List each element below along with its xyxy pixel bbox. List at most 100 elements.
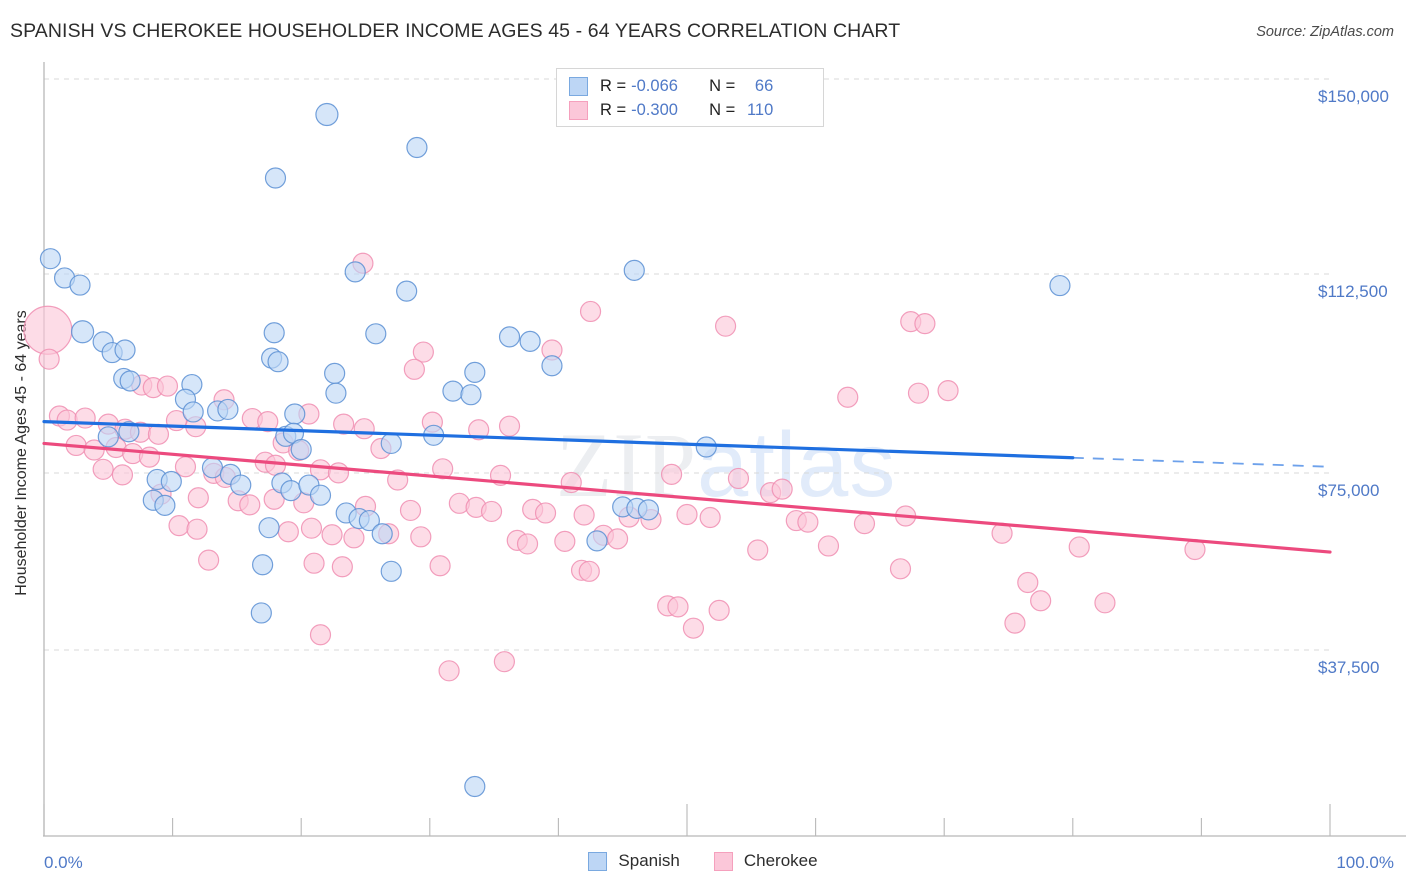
data-point <box>277 521 299 543</box>
series-legend: Spanish Cherokee <box>0 851 1406 871</box>
data-point <box>70 320 95 344</box>
spanish-legend-swatch-icon <box>588 851 608 871</box>
data-point <box>837 386 859 408</box>
data-point <box>667 596 689 618</box>
data-point <box>344 261 366 283</box>
data-point <box>327 462 350 484</box>
y-axis-tick-label: $37,500 <box>1318 658 1380 677</box>
correlation-stats-box: R = -0.066 N = 66 R = -0.300 N = 110 <box>556 68 824 127</box>
cherokee-n-label: N = <box>709 100 736 119</box>
data-point <box>573 504 595 526</box>
data-point <box>156 375 179 397</box>
spanish-r-label: R = <box>600 76 627 95</box>
data-point <box>39 248 62 270</box>
data-point <box>1049 274 1071 297</box>
data-point <box>480 500 503 523</box>
cherokee-swatch-icon <box>569 100 588 120</box>
spanish-n-value: 66 <box>754 76 774 95</box>
data-point <box>442 380 464 402</box>
data-point <box>1017 571 1039 594</box>
data-point <box>239 494 261 516</box>
legend-label-cherokee: Cherokee <box>743 851 818 870</box>
data-point <box>201 457 224 479</box>
data-point <box>797 511 819 533</box>
data-point <box>817 535 840 557</box>
data-point <box>263 322 285 344</box>
data-point <box>186 518 208 540</box>
trendline-cherokee <box>42 441 1332 554</box>
data-point <box>114 339 136 361</box>
legend-item-cherokee[interactable]: Cherokee <box>713 851 818 871</box>
data-point <box>331 556 353 578</box>
page-title: SPANISH VS CHEROKEE HOUSEHOLDER INCOME A… <box>10 20 901 42</box>
source-attribution: Source: ZipAtlas.com <box>1256 24 1394 40</box>
data-point <box>303 552 325 574</box>
data-point <box>699 506 721 529</box>
data-point <box>358 509 380 532</box>
cherokee-r-value: -0.300 <box>631 100 678 119</box>
data-point <box>660 463 683 485</box>
data-point <box>493 651 515 673</box>
data-point <box>396 280 418 302</box>
data-point <box>747 539 769 561</box>
data-point <box>432 458 454 480</box>
y-axis-tick-label: $112,500 <box>1318 282 1388 301</box>
data-point <box>907 382 930 404</box>
data-point <box>182 401 204 423</box>
data-point <box>118 421 140 443</box>
trendline-spanish <box>42 420 1075 460</box>
data-point <box>695 436 717 458</box>
data-point <box>371 523 393 545</box>
data-point <box>324 362 346 384</box>
data-point <box>198 549 220 571</box>
data-point <box>498 326 521 348</box>
stats-row-spanish: R = -0.066 N = 66 <box>569 74 813 98</box>
data-point <box>187 487 209 509</box>
series-spanish-points <box>39 102 1071 798</box>
data-point <box>284 403 306 425</box>
data-point <box>315 102 339 127</box>
data-point <box>714 315 737 337</box>
stats-row-cherokee: R = -0.300 N = 110 <box>569 98 813 122</box>
data-point <box>353 418 375 440</box>
data-point <box>468 419 490 441</box>
data-point <box>92 458 114 480</box>
trendline-spanish-projection <box>1072 456 1331 468</box>
data-point <box>623 259 645 281</box>
data-point <box>333 413 355 435</box>
data-point <box>380 432 402 455</box>
data-point <box>464 361 486 383</box>
cherokee-n-value: 110 <box>746 100 774 119</box>
data-point <box>937 380 959 402</box>
spanish-n-label: N = <box>709 76 736 95</box>
y-axis-tick-label: $75,000 <box>1318 481 1380 500</box>
series-cherokee-points <box>23 252 1206 682</box>
data-point <box>38 348 60 370</box>
cherokee-r-label: R = <box>600 100 627 119</box>
data-point <box>252 554 274 576</box>
data-point <box>1068 536 1090 558</box>
data-point <box>217 398 239 421</box>
data-point <box>914 313 936 335</box>
data-point <box>429 555 451 577</box>
data-point <box>516 533 539 555</box>
data-point <box>321 524 343 546</box>
data-point <box>534 502 557 524</box>
data-point <box>309 624 332 646</box>
data-point <box>519 330 541 353</box>
data-point <box>771 478 793 500</box>
data-point <box>1030 590 1052 612</box>
data-point <box>160 470 182 493</box>
y-axis-tick-label: $150,000 <box>1318 87 1389 106</box>
data-point <box>264 454 287 476</box>
data-point <box>727 467 750 490</box>
data-point <box>606 528 629 550</box>
data-point <box>230 474 252 496</box>
data-point <box>154 494 176 516</box>
data-point <box>111 464 134 486</box>
data-point <box>300 517 323 539</box>
data-point <box>380 560 402 582</box>
data-point <box>498 415 521 437</box>
legend-item-spanish[interactable]: Spanish <box>588 851 680 871</box>
